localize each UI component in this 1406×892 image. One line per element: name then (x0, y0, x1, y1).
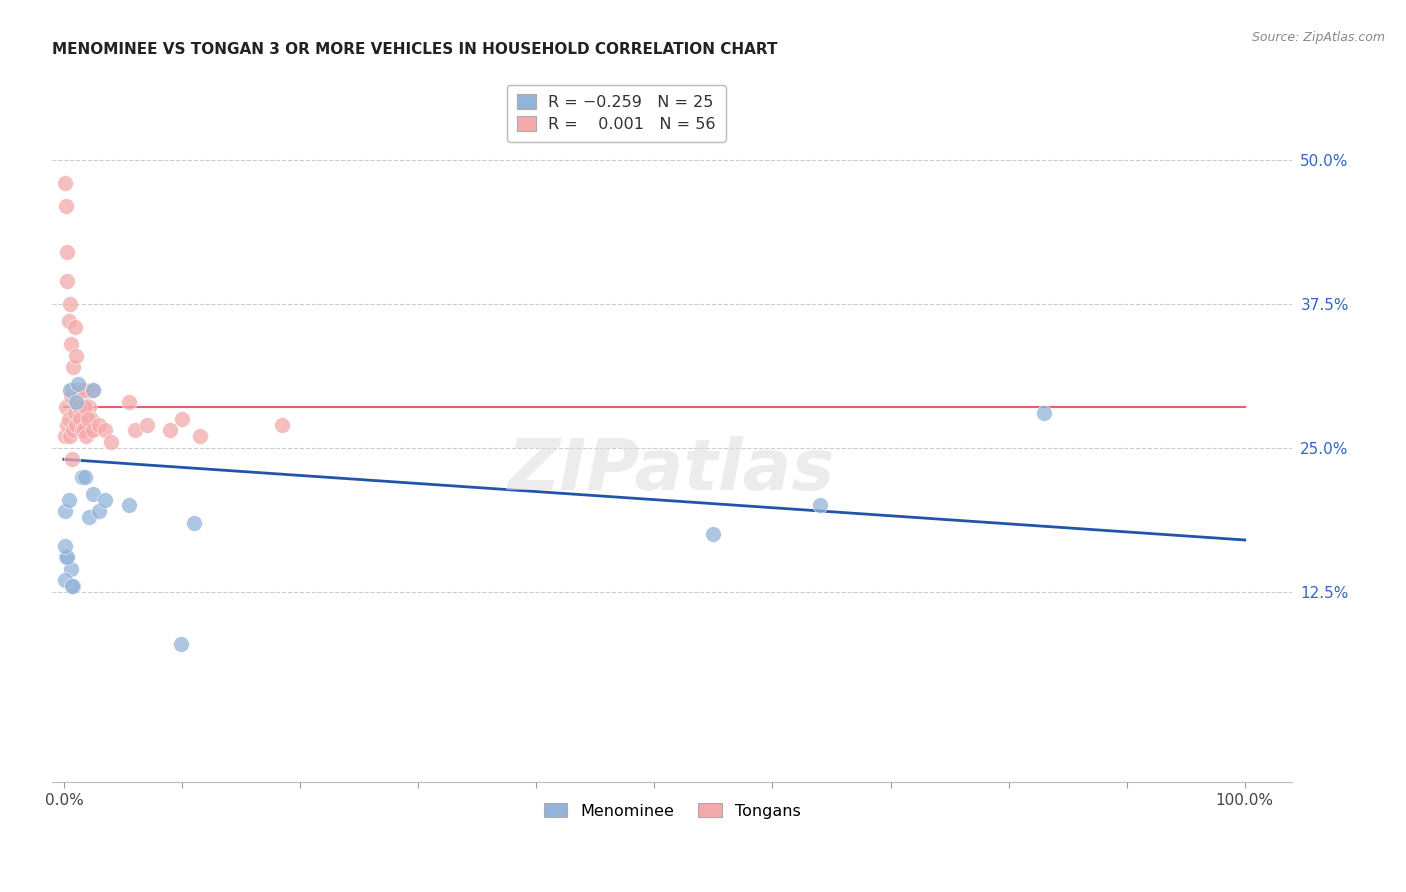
Point (135, 417, 157, 432)
Point (55, 401, 77, 415)
Point (53, 574, 76, 588)
Point (62, 360, 84, 375)
Point (69, 389, 91, 403)
Point (1033, 406, 1056, 420)
Point (67, 406, 90, 420)
Point (75, 412, 97, 426)
Point (60, 337, 83, 351)
Point (82, 383, 104, 397)
Point (53, 176, 76, 190)
Point (60, 579, 83, 593)
Point (188, 429, 211, 443)
Point (56, 550, 79, 565)
Point (271, 417, 294, 432)
Point (55, 550, 77, 565)
Point (89, 417, 111, 432)
Text: Source: ZipAtlas.com: Source: ZipAtlas.com (1251, 31, 1385, 45)
Point (72, 406, 94, 420)
Point (75, 401, 97, 415)
Point (94, 424, 117, 438)
Point (75, 469, 97, 483)
Point (73, 394, 96, 409)
Point (65, 394, 87, 409)
Point (124, 424, 146, 438)
Point (65, 417, 87, 432)
Point (55, 199, 77, 213)
Point (183, 516, 205, 530)
Point (53, 429, 76, 443)
Point (82, 424, 104, 438)
Point (82, 487, 104, 501)
Point (63, 406, 86, 420)
Point (67, 377, 90, 392)
Point (66, 394, 89, 409)
Point (94, 492, 117, 507)
Point (56, 274, 79, 288)
Point (67, 401, 90, 415)
Point (75, 383, 97, 397)
Point (702, 527, 724, 541)
Point (59, 383, 82, 397)
Point (170, 637, 193, 651)
Point (60, 389, 83, 403)
Point (65, 349, 87, 363)
Legend: Menominee, Tongans: Menominee, Tongans (537, 797, 807, 825)
Point (56, 244, 79, 259)
Point (89, 504, 111, 518)
Point (60, 452, 83, 467)
Point (170, 412, 193, 426)
Point (58, 492, 80, 507)
Point (70, 417, 93, 432)
Point (56, 417, 79, 432)
Point (69, 412, 91, 426)
Point (59, 296, 82, 310)
Point (60, 562, 83, 576)
Point (118, 499, 141, 513)
Point (75, 429, 97, 443)
Point (53, 539, 76, 553)
Point (159, 424, 181, 438)
Point (66, 394, 89, 409)
Point (808, 499, 831, 513)
Point (60, 383, 83, 397)
Point (67, 383, 90, 397)
Point (82, 383, 104, 397)
Point (79, 424, 101, 438)
Point (76, 412, 98, 426)
Point (59, 429, 82, 443)
Point (72, 383, 94, 397)
Point (77, 510, 100, 524)
Text: ZIPatlas: ZIPatlas (509, 435, 835, 505)
Point (53, 504, 76, 518)
Point (67, 383, 90, 397)
Point (77, 401, 100, 415)
Point (80, 412, 103, 426)
Point (70, 424, 93, 438)
Point (70, 469, 93, 483)
Point (100, 435, 122, 450)
Point (58, 412, 80, 426)
Point (62, 424, 84, 438)
Text: MENOMINEE VS TONGAN 3 OR MORE VEHICLES IN HOUSEHOLD CORRELATION CHART: MENOMINEE VS TONGAN 3 OR MORE VEHICLES I… (52, 42, 778, 57)
Point (63, 319, 86, 334)
Point (58, 314, 80, 328)
Point (62, 579, 84, 593)
Point (118, 394, 141, 409)
Point (73, 424, 96, 438)
Point (76, 424, 98, 438)
